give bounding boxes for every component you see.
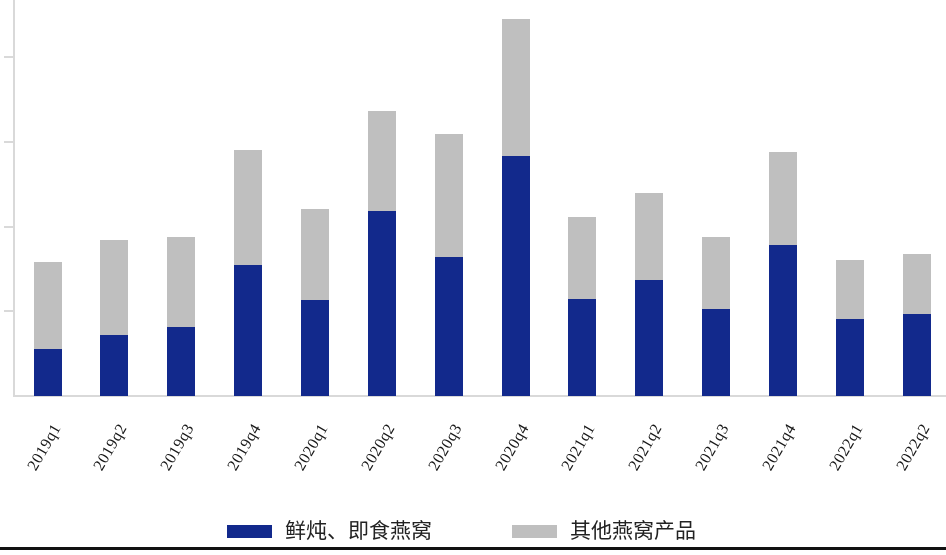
x-axis-label: 2019q3 bbox=[157, 421, 198, 474]
bar-segment-other-products bbox=[635, 192, 664, 280]
bar-segment-other-products bbox=[367, 111, 396, 211]
x-axis-line bbox=[13, 395, 946, 397]
bar-segment-fresh-stewed bbox=[167, 327, 196, 396]
bottom-border-line bbox=[0, 547, 946, 550]
y-axis-tick bbox=[4, 225, 14, 228]
legend-swatch-other-products bbox=[512, 524, 557, 538]
bar-segment-other-products bbox=[167, 236, 196, 328]
bar-segment-fresh-stewed bbox=[300, 300, 329, 396]
x-axis-label: 2021q2 bbox=[625, 421, 667, 474]
bar-segment-other-products bbox=[902, 253, 931, 314]
bar-segment-fresh-stewed bbox=[769, 245, 798, 396]
bar-segment-fresh-stewed bbox=[234, 264, 263, 396]
x-axis-label: 2022q1 bbox=[826, 421, 867, 474]
y-axis-tick bbox=[4, 140, 14, 143]
bar-segment-other-products bbox=[300, 208, 329, 301]
bar-segment-other-products bbox=[100, 240, 129, 335]
bar-segment-fresh-stewed bbox=[902, 313, 931, 396]
bar-segment-other-products bbox=[434, 134, 463, 258]
legend-item-fresh-stewed: 鲜炖、即食燕窝 bbox=[227, 518, 432, 544]
x-axis-label: 2022q2 bbox=[893, 421, 934, 474]
x-axis-label: 2020q3 bbox=[425, 421, 466, 474]
bar-segment-fresh-stewed bbox=[568, 299, 597, 396]
x-axis-label: 2020q4 bbox=[492, 421, 533, 474]
bar-segment-fresh-stewed bbox=[835, 318, 864, 396]
y-axis-tick bbox=[4, 310, 14, 313]
bar-segment-other-products bbox=[702, 236, 731, 309]
bar-segment-fresh-stewed bbox=[501, 156, 530, 396]
x-axis-label: 2019q4 bbox=[224, 421, 265, 474]
bar-segment-other-products bbox=[835, 259, 864, 319]
x-axis-label: 2019q1 bbox=[24, 421, 65, 474]
bar-segment-fresh-stewed bbox=[367, 210, 396, 396]
bar-segment-other-products bbox=[33, 262, 62, 349]
bar-segment-other-products bbox=[234, 150, 263, 265]
bar-segment-fresh-stewed bbox=[434, 257, 463, 396]
x-axis-label: 2021q1 bbox=[558, 421, 600, 474]
legend-label-fresh-stewed: 鲜炖、即食燕窝 bbox=[285, 519, 432, 543]
x-axis-label: 2021q4 bbox=[759, 421, 800, 474]
bar-segment-other-products bbox=[501, 19, 530, 157]
y-axis-line bbox=[13, 0, 15, 397]
x-axis-label: 2021q3 bbox=[692, 421, 733, 474]
legend-item-other-products: 其他燕窝产品 bbox=[512, 518, 696, 544]
bar-segment-other-products bbox=[769, 152, 798, 246]
x-axis-label: 2020q1 bbox=[291, 421, 332, 474]
x-axis-label: 2020q2 bbox=[358, 421, 399, 474]
legend-label-other-products: 其他燕窝产品 bbox=[570, 519, 696, 543]
y-axis-tick bbox=[4, 56, 14, 59]
x-axis-label: 2019q2 bbox=[90, 421, 132, 474]
bar-segment-fresh-stewed bbox=[635, 279, 664, 396]
bar-segment-other-products bbox=[568, 217, 597, 300]
legend-swatch-fresh-stewed bbox=[227, 524, 272, 538]
bar-segment-fresh-stewed bbox=[33, 348, 62, 396]
bar-segment-fresh-stewed bbox=[100, 335, 129, 396]
bar-segment-fresh-stewed bbox=[702, 308, 731, 396]
